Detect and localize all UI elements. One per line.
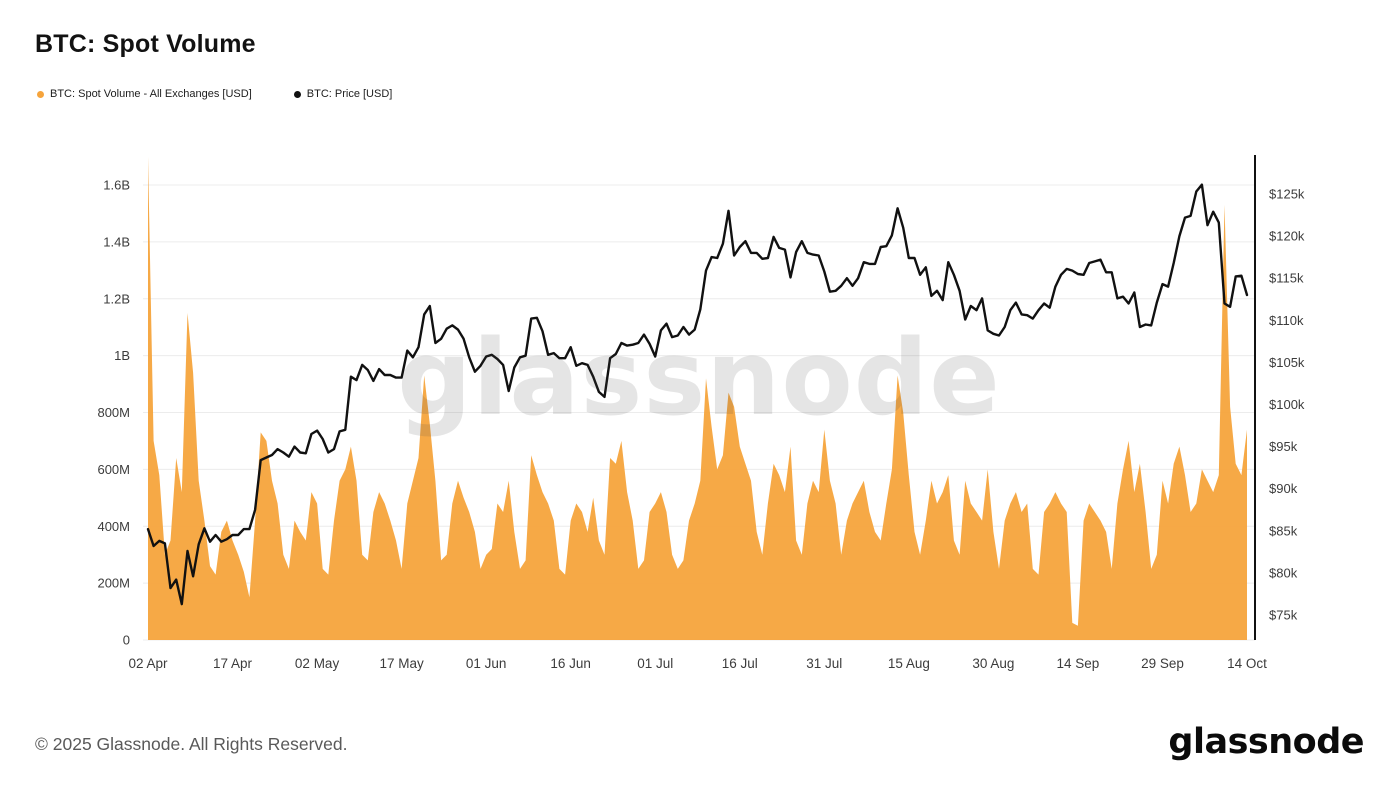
price-line-series[interactable] (146, 183, 1249, 606)
x-axis-label: 01 Jul (637, 656, 673, 671)
volume-axis-label: 400M (97, 519, 130, 534)
x-axis-label: 15 Aug (888, 656, 930, 671)
x-axis-label: 31 Jul (806, 656, 842, 671)
x-axis-label: 14 Oct (1227, 656, 1267, 671)
legend-label-price: BTC: Price [USD] (306, 88, 393, 100)
legend-dot-price-icon (293, 90, 301, 98)
volume-axis-label: 1B (114, 348, 130, 363)
price-axis-label: $95k (1269, 439, 1298, 454)
price-axis-label: $105k (1269, 355, 1305, 370)
x-axis-label: 17 May (379, 656, 424, 671)
chart-legend: BTC: Spot Volume - All Exchanges [USD] B… (37, 88, 392, 100)
price-axis-label: $85k (1269, 523, 1298, 538)
price-axis-label: $100k (1269, 397, 1305, 412)
x-axis-label: 01 Jun (466, 656, 507, 671)
copyright-text: © 2025 Glassnode. All Rights Reserved. (35, 734, 348, 754)
legend-dot-volume-icon (37, 90, 44, 98)
price-axis-label: $115k (1269, 271, 1304, 286)
x-axis-label: 14 Sep (1057, 656, 1100, 671)
x-axis-label: 17 Apr (213, 656, 253, 671)
x-axis-label: 29 Sep (1141, 656, 1184, 671)
volume-axis-label: 800M (97, 405, 130, 420)
price-axis-label: $120k (1269, 229, 1305, 244)
glassnode-logo: glassnode (1168, 722, 1364, 762)
price-axis-label: $90k (1269, 481, 1298, 496)
volume-axis-label: 0 (123, 633, 130, 648)
x-axis-label: 02 Apr (128, 656, 168, 671)
page-title: BTC: Spot Volume (35, 30, 256, 58)
x-axis-label: 30 Aug (972, 656, 1014, 671)
volume-axis-label: 600M (97, 462, 130, 477)
price-axis-label: $110k (1269, 313, 1304, 328)
volume-axis-label: 1.4B (103, 234, 130, 249)
volume-axis-label: 200M (97, 576, 130, 591)
x-axis-label: 16 Jun (550, 656, 591, 671)
volume-area-series[interactable] (148, 156, 1247, 640)
legend-label-spot-volume: BTC: Spot Volume - All Exchanges [USD] (50, 88, 252, 100)
legend-item-spot-volume[interactable]: BTC: Spot Volume - All Exchanges [USD] (37, 88, 252, 100)
price-axis-label: $80k (1269, 565, 1298, 580)
legend-item-price[interactable]: BTC: Price [USD] (293, 88, 393, 100)
x-axis-label: 16 Jul (722, 656, 758, 671)
price-axis-label: $75k (1269, 608, 1298, 623)
volume-axis-label: 1.2B (103, 291, 130, 306)
x-axis-label: 02 May (295, 656, 340, 671)
price-axis-label: $125k (1269, 187, 1305, 202)
volume-axis-label: 1.6B (103, 178, 130, 193)
